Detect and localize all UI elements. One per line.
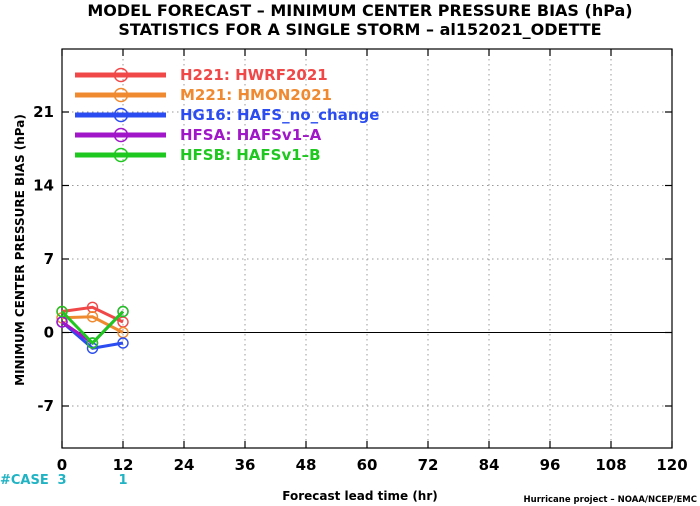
legend-label: HG16: HAFS_no_change [180,106,379,124]
data-point [86,311,99,323]
chart-subtitle: STATISTICS FOR A SINGLE STORM – al152021… [118,20,601,39]
case-count-value: 3 [57,473,66,488]
y-tick-label: 7 [44,250,54,268]
x-tick-label: 96 [540,456,561,474]
x-tick-label: 60 [357,456,378,474]
x-axis-label: Forecast lead time (hr) [282,489,438,503]
data-point [117,337,129,349]
series-line [61,305,124,324]
x-tick-label: 120 [656,456,687,474]
series-line [61,315,124,334]
y-axis-label: MINIMUM CENTER PRESSURE BIAS (hPa) [13,114,27,386]
grid [62,49,672,448]
legend-swatch-marker [113,87,129,103]
x-tick-label: 0 [57,456,67,474]
chart-title: MODEL FORECAST – MINIMUM CENTER PRESSURE… [87,1,632,20]
legend-swatch-marker [113,127,129,143]
legend-label: HFSA: HAFSv1–A [180,126,322,144]
y-tick-label: 21 [33,103,54,121]
x-tick-label: 24 [174,456,195,474]
series [56,305,129,349]
y-tick-label: -7 [37,397,54,415]
axis-ticks: 0 12 24 36 48 60 72 84 96 108 120 -7 0 7 14 21 [33,49,688,474]
series-line [60,310,125,346]
legend-swatch-marker [113,147,129,163]
credit-text: Hurricane project – NOAA/NCEP/EMC [524,495,697,505]
series-layer [56,301,129,354]
x-tick-label: 84 [479,456,500,474]
case-count-value: 1 [118,473,127,488]
legend-swatch-marker [113,67,129,83]
legend-label: HFSB: HAFSv1–B [180,146,321,164]
x-tick-label: 12 [113,456,134,474]
legend-label: M221: HMON2021 [180,86,332,104]
x-tick-label: 72 [418,456,439,474]
case-counts: #CASE 3 1 [0,473,128,488]
y-tick-label: 14 [33,177,54,195]
x-tick-label: 108 [595,456,626,474]
x-tick-label: 36 [235,456,256,474]
data-point [56,305,68,318]
data-point [86,337,99,349]
legend: H221: HWRF2021 M221: HMON2021 HG16: HAFS_n… [75,66,379,164]
legend-swatch-marker [113,107,129,123]
series [56,301,129,328]
legend-label: H221: HWRF2021 [180,66,328,84]
y-tick-label: 0 [44,324,54,342]
data-point [117,305,129,318]
x-tick-label: 48 [296,456,317,474]
case-count-label: #CASE [0,473,49,488]
